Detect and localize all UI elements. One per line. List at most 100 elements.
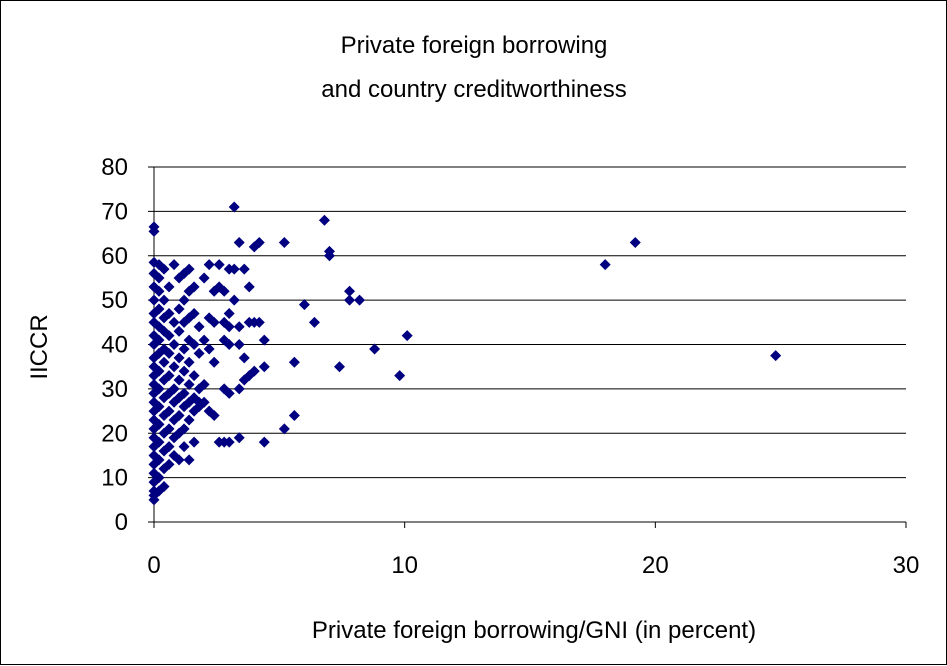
- y-tick-label-4: 40: [101, 332, 128, 359]
- data-point-0-148: [238, 263, 250, 275]
- axes: [148, 166, 907, 528]
- data-point-0-89: [178, 387, 190, 399]
- chart-title-line-2: and country creditworthiness: [321, 76, 626, 103]
- data-point-0-162: [278, 236, 290, 248]
- data-point-0-166: [298, 299, 310, 311]
- data-point-0-114: [198, 272, 210, 284]
- y-tick-label-2: 20: [101, 420, 128, 447]
- data-point-0-137: [223, 339, 235, 350]
- data-point-0-104: [188, 339, 200, 350]
- data-point-0-100: [183, 414, 195, 426]
- data-point-0-63: [163, 423, 175, 435]
- data-point-0-179: [629, 236, 641, 248]
- data-point-0-105: [188, 370, 200, 382]
- data-point-0-171: [333, 361, 345, 373]
- data-point-0-68: [168, 339, 180, 350]
- data-point-0-56: [163, 281, 175, 293]
- data-point-0-87: [178, 343, 190, 355]
- data-point-0-160: [258, 361, 270, 373]
- data-point-0-118: [203, 259, 215, 271]
- data-point-0-146: [233, 383, 245, 395]
- y-tick-label-3: 30: [101, 376, 128, 403]
- data-point-0-138: [223, 387, 235, 399]
- data-point-0-180: [770, 350, 782, 362]
- data-point-0-48: [158, 356, 170, 368]
- data-point-0-178: [599, 259, 611, 271]
- data-point-0-158: [253, 316, 265, 328]
- data-point-0-136: [223, 321, 235, 333]
- data-point-0-124: [208, 356, 220, 368]
- data-point-0-43: [158, 263, 170, 275]
- y-tick-label-7: 70: [101, 198, 128, 225]
- data-point-0-144: [233, 321, 245, 333]
- data-point-0-173: [344, 294, 356, 306]
- data-point-0-151: [243, 281, 255, 293]
- y-tick-label-0: 0: [115, 509, 128, 536]
- data-point-0-76: [173, 303, 185, 315]
- data-point-0-78: [173, 352, 185, 364]
- data-point-0-31: [153, 303, 165, 315]
- data-point-0-101: [183, 454, 195, 466]
- data-point-0-41: [153, 472, 165, 484]
- y-axis-title: IICCR: [26, 314, 53, 379]
- data-point-0-108: [188, 436, 200, 448]
- data-point-0-62: [163, 405, 175, 417]
- data-point-0-103: [188, 307, 200, 319]
- data-point-0-66: [168, 259, 180, 271]
- y-tick-label-1: 10: [101, 465, 128, 492]
- data-point-0-147: [233, 432, 245, 444]
- data-point-0-64: [163, 441, 175, 453]
- data-point-0-30: [153, 285, 165, 297]
- data-point-0-123: [208, 316, 220, 328]
- data-point-0-44: [158, 294, 170, 306]
- data-point-0-157: [253, 236, 265, 248]
- x-tick-label-0: 0: [147, 552, 160, 579]
- data-point-0-37: [153, 401, 165, 413]
- data-point-0-59: [163, 347, 175, 359]
- data-point-0-38: [153, 418, 165, 430]
- data-point-0-142: [228, 294, 240, 306]
- data-point-0-126: [213, 259, 225, 271]
- gridlines: [154, 166, 906, 479]
- data-point-0-143: [233, 236, 245, 248]
- data-point-0-27: [148, 494, 160, 506]
- data-point-0-70: [168, 383, 180, 395]
- data-point-0-92: [178, 441, 190, 453]
- data-point-0-110: [193, 347, 205, 359]
- data-point-0-91: [178, 423, 190, 435]
- data-point-0-145: [233, 339, 245, 350]
- x-tick-label-3: 30: [893, 552, 920, 579]
- y-tick-label-8: 80: [101, 154, 128, 181]
- data-point-0-167: [308, 316, 320, 328]
- data-point-0-125: [208, 410, 220, 421]
- data-point-0-176: [394, 370, 406, 382]
- data-point-0-57: [163, 307, 175, 319]
- data-point-0-117: [198, 396, 210, 408]
- data-point-0-35: [153, 365, 165, 377]
- x-tick-labels: 0 10 20 30: [147, 552, 919, 579]
- x-tick-label-1: 10: [391, 552, 418, 579]
- data-point-0-79: [173, 374, 185, 386]
- x-tick-label-2: 20: [642, 552, 669, 579]
- data-point-0-97: [183, 356, 195, 368]
- data-point-0-83: [173, 454, 185, 466]
- data-point-0-168: [318, 214, 330, 226]
- data-point-0-33: [153, 334, 165, 346]
- data-point-0-135: [223, 307, 235, 319]
- data-point-0-39: [153, 436, 165, 448]
- data-point-0-175: [369, 343, 381, 355]
- data-point-0-29: [153, 272, 165, 284]
- data-point-0-109: [193, 321, 205, 333]
- data-point-0-69: [168, 361, 180, 373]
- data-point-0-102: [188, 281, 200, 293]
- data-point-0-141: [228, 263, 240, 275]
- data-point-0-177: [401, 330, 413, 342]
- data-point-0-88: [178, 365, 190, 377]
- data-point-0-85: [178, 294, 190, 306]
- data-point-0-115: [198, 334, 210, 346]
- data-point-0-81: [173, 410, 185, 421]
- data-point-0-161: [258, 436, 270, 448]
- data-point-0-67: [168, 316, 180, 328]
